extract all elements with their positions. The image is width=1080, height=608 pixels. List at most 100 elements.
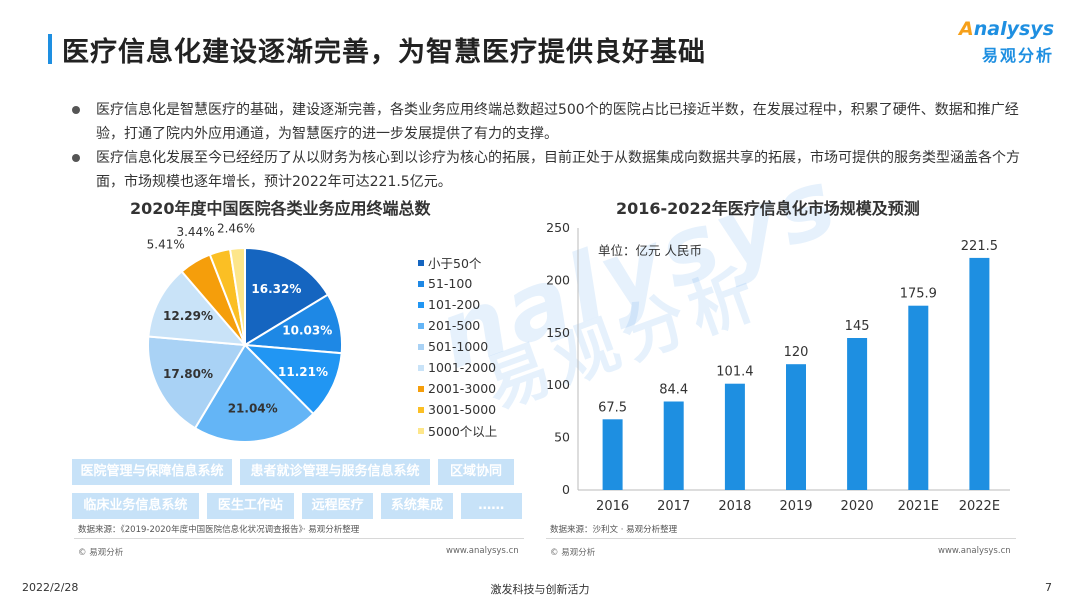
logo-chinese: 易观分析 <box>981 46 1054 65</box>
pie-legend: 小于50个 51-100 101-200 201-500 501-1000 1001-20… <box>418 252 497 441</box>
left-website: www.analysys.cn <box>446 546 519 556</box>
pie-slice-501-1000 <box>147 335 247 430</box>
right-divider <box>546 538 1016 539</box>
tag-clinical-system: 临床业务信息系统 <box>72 493 199 519</box>
pie-chart: 16.32% 10.03% 11.21% 21.04% 17.80% 12.29% 5.41… <box>147 221 343 443</box>
bar-data-label: 221.5 <box>961 239 998 254</box>
x-tick-label: 2021E <box>898 499 939 514</box>
logo-letters: nalysys <box>973 18 1054 40</box>
right-copyright: © 易观分析 <box>550 548 596 558</box>
footer-date: 2022/2/28 <box>22 581 79 594</box>
pie-data-label: 5.41% <box>147 238 185 252</box>
legend-label: 1001-2000 <box>428 360 497 375</box>
x-tick-label: 2018 <box>718 499 751 514</box>
y-tick-label: 200 <box>546 272 570 287</box>
legend-item: 3001-5000 <box>418 399 497 420</box>
pie-data-label: 17.80% <box>163 367 213 381</box>
tag-row: 临床业务信息系统 医生工作站 远程医疗 系统集成 …… <box>72 493 522 519</box>
legend-swatch <box>418 280 424 287</box>
legend-label: 51-100 <box>428 276 473 291</box>
analysys-logo: Analysys 易观分析 <box>944 18 1054 70</box>
logo-letter-a: A <box>959 18 974 40</box>
bar-data-label: 84.4 <box>659 383 688 398</box>
bar-data-label: 145 <box>845 319 870 334</box>
system-type-tags: 医院管理与保障信息系统 患者就诊管理与服务信息系统 区域协同 临床业务信息系统 … <box>72 459 522 527</box>
page-number: 7 <box>1045 581 1052 594</box>
bar-2022E <box>969 257 990 490</box>
legend-item: 5000个以上 <box>418 420 497 441</box>
x-tick-label: 2019 <box>779 499 812 514</box>
bar-chart: 0 50 100 150 200 250 单位：亿元 人民币 67.5 2016 84.4 2017… <box>546 220 1010 514</box>
unit-label: 单位：亿元 人民币 <box>598 243 702 258</box>
legend-label: 3001-5000 <box>428 402 497 417</box>
legend-item: 1001-2000 <box>418 357 497 378</box>
legend-label: 小于50个 <box>428 256 482 271</box>
bar-2016 <box>602 419 623 490</box>
legend-item: 201-500 <box>418 315 497 336</box>
bar-data-label: 101.4 <box>716 365 753 380</box>
legend-swatch <box>418 364 424 371</box>
y-tick-label: 50 <box>554 430 570 445</box>
legend-swatch <box>418 322 424 329</box>
bullet-item: 医疗信息化是智慧医疗的基础，建设逐渐完善，各类业务应用终端总数超过500个的医院… <box>70 98 1030 146</box>
legend-item: 2001-3000 <box>418 378 497 399</box>
legend-item: 101-200 <box>418 294 497 315</box>
tag-regional-collaboration: 区域协同 <box>438 459 514 485</box>
tag-patient-service: 患者就诊管理与服务信息系统 <box>240 459 430 485</box>
pie-data-label: 21.04% <box>228 402 278 416</box>
legend-label: 101-200 <box>428 297 481 312</box>
bar-data-label: 120 <box>784 345 809 360</box>
x-tick-label: 2022E <box>959 499 1000 514</box>
tag-system-integration: 系统集成 <box>381 493 453 519</box>
x-tick-label: 2020 <box>841 499 874 514</box>
pie-slice-101-200 <box>242 343 343 416</box>
right-data-source: 数据来源：沙利文 · 易观分析整理 <box>550 525 678 535</box>
pie-slice-1001-2000 <box>147 270 248 347</box>
pie-slice-201-500 <box>193 343 315 443</box>
y-tick-label: 0 <box>562 482 570 497</box>
bar-2018 <box>724 383 745 490</box>
logo-wordmark: Analysys <box>944 18 1054 40</box>
x-tick-label: 2017 <box>657 499 690 514</box>
legend-label: 2001-3000 <box>428 381 497 396</box>
pie-slice-5000个以上 <box>228 246 246 346</box>
title-accent-bar <box>48 34 52 64</box>
legend-swatch <box>418 259 424 266</box>
bullet-item: 医疗信息化发展至今已经经历了从以财务为核心到以诊疗为核心的拓展，目前正处于从数据… <box>70 146 1030 194</box>
tag-hospital-management: 医院管理与保障信息系统 <box>72 459 232 485</box>
legend-swatch <box>418 301 424 308</box>
bar-2019 <box>786 364 806 490</box>
tag-more: …… <box>460 493 522 519</box>
tag-doctor-workstation: 医生工作站 <box>206 493 294 519</box>
bar-2017 <box>663 401 684 490</box>
legend-swatch <box>418 343 424 350</box>
y-tick-label: 250 <box>546 220 570 235</box>
summary-bullets: 医疗信息化是智慧医疗的基础，建设逐渐完善，各类业务应用终端总数超过500个的医院… <box>70 98 1030 194</box>
footer-slogan: 激发科技与创新活力 <box>490 583 590 596</box>
pie-data-label: 3.44% <box>176 225 214 239</box>
tag-telemedicine: 远程医疗 <box>301 493 374 519</box>
legend-item: 501-1000 <box>418 336 497 357</box>
legend-item: 小于50个 <box>418 252 497 273</box>
right-website: www.analysys.cn <box>938 546 1011 556</box>
bar-2021E <box>908 305 929 490</box>
bar-data-label: 175.9 <box>900 287 937 302</box>
legend-label: 5000个以上 <box>428 424 498 439</box>
left-divider <box>74 538 524 539</box>
left-copyright: © 易观分析 <box>78 548 124 558</box>
bar-2020 <box>847 338 868 490</box>
tag-row: 医院管理与保障信息系统 患者就诊管理与服务信息系统 区域协同 <box>72 459 522 485</box>
pie-data-label: 12.29% <box>163 309 213 323</box>
x-tick-label: 2016 <box>596 499 629 514</box>
legend-item: 51-100 <box>418 273 497 294</box>
legend-label: 201-500 <box>428 318 481 333</box>
pie-data-label: 16.32% <box>251 282 301 296</box>
pie-slice-小于50个 <box>244 246 330 347</box>
bar-data-label: 67.5 <box>598 400 627 415</box>
pie-data-label: 2.46% <box>217 221 255 235</box>
pie-data-label: 10.03% <box>282 323 332 337</box>
y-tick-label: 150 <box>546 325 570 340</box>
pie-data-label: 11.21% <box>278 365 328 379</box>
legend-swatch <box>418 427 424 434</box>
left-data-source: 数据来源：《2019-2020年度中国医院信息化状况调查报告》· 易观分析整理 <box>78 525 360 535</box>
